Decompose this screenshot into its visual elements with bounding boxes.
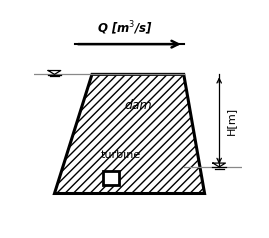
Text: turbine: turbine [101, 150, 141, 160]
Polygon shape [54, 74, 204, 193]
Bar [103, 171, 119, 185]
Text: dam: dam [124, 99, 152, 112]
Text: Q [m$^3$/s]: Q [m$^3$/s] [97, 19, 153, 37]
Text: H[m]: H[m] [226, 107, 236, 135]
